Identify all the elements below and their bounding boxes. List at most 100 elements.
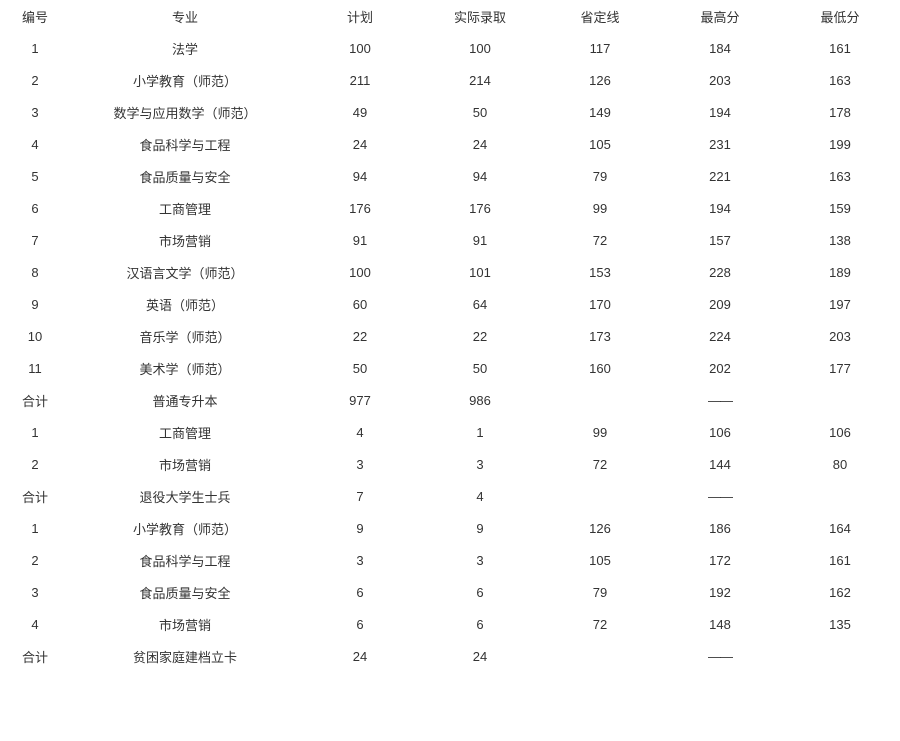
cell-actual: 214	[420, 64, 540, 96]
cell-min: 203	[780, 320, 900, 352]
cell-min: 159	[780, 192, 900, 224]
cell-actual: 50	[420, 96, 540, 128]
cell-min: 163	[780, 64, 900, 96]
cell-id: 6	[0, 192, 70, 224]
cell-actual: 91	[420, 224, 540, 256]
cell-id: 5	[0, 160, 70, 192]
table-row: 1工商管理4199106106	[0, 416, 900, 448]
cell-plan: 91	[300, 224, 420, 256]
table-row: 3数学与应用数学（师范）4950149194178	[0, 96, 900, 128]
cell-major: 普通专升本	[70, 384, 300, 416]
cell-max: 144	[660, 448, 780, 480]
cell-max: 106	[660, 416, 780, 448]
cell-min: 80	[780, 448, 900, 480]
cell-actual: 176	[420, 192, 540, 224]
table-row: 2食品科学与工程33105172161	[0, 544, 900, 576]
table-row: 5食品质量与安全949479221163	[0, 160, 900, 192]
cell-major: 美术学（师范）	[70, 352, 300, 384]
cell-major: 退役大学生士兵	[70, 480, 300, 512]
cell-id: 合计	[0, 640, 70, 672]
cell-actual: 986	[420, 384, 540, 416]
cell-actual: 3	[420, 448, 540, 480]
table-row: 合计贫困家庭建档立卡2424——	[0, 640, 900, 672]
cell-min: 161	[780, 32, 900, 64]
cell-plan: 6	[300, 576, 420, 608]
cell-id: 1	[0, 416, 70, 448]
cell-line: 105	[540, 544, 660, 576]
cell-min: 199	[780, 128, 900, 160]
cell-max: 194	[660, 96, 780, 128]
cell-line: 173	[540, 320, 660, 352]
cell-plan: 7	[300, 480, 420, 512]
cell-id: 1	[0, 512, 70, 544]
cell-plan: 9	[300, 512, 420, 544]
cell-id: 2	[0, 64, 70, 96]
cell-major: 市场营销	[70, 448, 300, 480]
table-row: 2小学教育（师范）211214126203163	[0, 64, 900, 96]
cell-actual: 22	[420, 320, 540, 352]
cell-line: 160	[540, 352, 660, 384]
cell-id: 7	[0, 224, 70, 256]
cell-plan: 977	[300, 384, 420, 416]
cell-id: 2	[0, 544, 70, 576]
cell-major: 音乐学（师范）	[70, 320, 300, 352]
cell-id: 11	[0, 352, 70, 384]
table-row: 9英语（师范）6064170209197	[0, 288, 900, 320]
cell-major: 英语（师范）	[70, 288, 300, 320]
cell-plan: 22	[300, 320, 420, 352]
cell-max: 192	[660, 576, 780, 608]
header-min: 最低分	[780, 0, 900, 32]
cell-max: 231	[660, 128, 780, 160]
cell-plan: 211	[300, 64, 420, 96]
cell-max: ——	[660, 640, 780, 672]
cell-max: 148	[660, 608, 780, 640]
table-row: 11美术学（师范）5050160202177	[0, 352, 900, 384]
header-plan: 计划	[300, 0, 420, 32]
cell-line: 153	[540, 256, 660, 288]
cell-min	[780, 384, 900, 416]
cell-actual: 94	[420, 160, 540, 192]
cell-min: 138	[780, 224, 900, 256]
table-row: 1小学教育（师范）99126186164	[0, 512, 900, 544]
admission-table: 编号 专业 计划 实际录取 省定线 最高分 最低分 1法学10010011718…	[0, 0, 900, 672]
cell-plan: 24	[300, 640, 420, 672]
cell-line: 99	[540, 192, 660, 224]
cell-line: 79	[540, 576, 660, 608]
cell-major: 工商管理	[70, 416, 300, 448]
cell-min: 164	[780, 512, 900, 544]
cell-min	[780, 640, 900, 672]
table-row: 8汉语言文学（师范）100101153228189	[0, 256, 900, 288]
cell-plan: 24	[300, 128, 420, 160]
table-row: 4市场营销6672148135	[0, 608, 900, 640]
cell-max: 157	[660, 224, 780, 256]
cell-line: 149	[540, 96, 660, 128]
cell-id: 合计	[0, 384, 70, 416]
cell-line: 79	[540, 160, 660, 192]
cell-line: 72	[540, 608, 660, 640]
cell-actual: 24	[420, 128, 540, 160]
cell-min: 178	[780, 96, 900, 128]
header-id: 编号	[0, 0, 70, 32]
cell-min: 162	[780, 576, 900, 608]
cell-major: 工商管理	[70, 192, 300, 224]
cell-line: 72	[540, 448, 660, 480]
cell-id: 4	[0, 128, 70, 160]
cell-max: 186	[660, 512, 780, 544]
cell-min: 163	[780, 160, 900, 192]
cell-max: 194	[660, 192, 780, 224]
cell-actual: 24	[420, 640, 540, 672]
cell-actual: 4	[420, 480, 540, 512]
cell-major: 小学教育（师范）	[70, 512, 300, 544]
cell-line	[540, 640, 660, 672]
cell-line: 105	[540, 128, 660, 160]
cell-actual: 6	[420, 576, 540, 608]
table-row: 合计普通专升本977986——	[0, 384, 900, 416]
table-row: 6工商管理17617699194159	[0, 192, 900, 224]
cell-min: 106	[780, 416, 900, 448]
cell-actual: 6	[420, 608, 540, 640]
cell-major: 市场营销	[70, 224, 300, 256]
cell-major: 汉语言文学（师范）	[70, 256, 300, 288]
cell-major: 小学教育（师范）	[70, 64, 300, 96]
cell-major: 食品科学与工程	[70, 128, 300, 160]
cell-max: 224	[660, 320, 780, 352]
